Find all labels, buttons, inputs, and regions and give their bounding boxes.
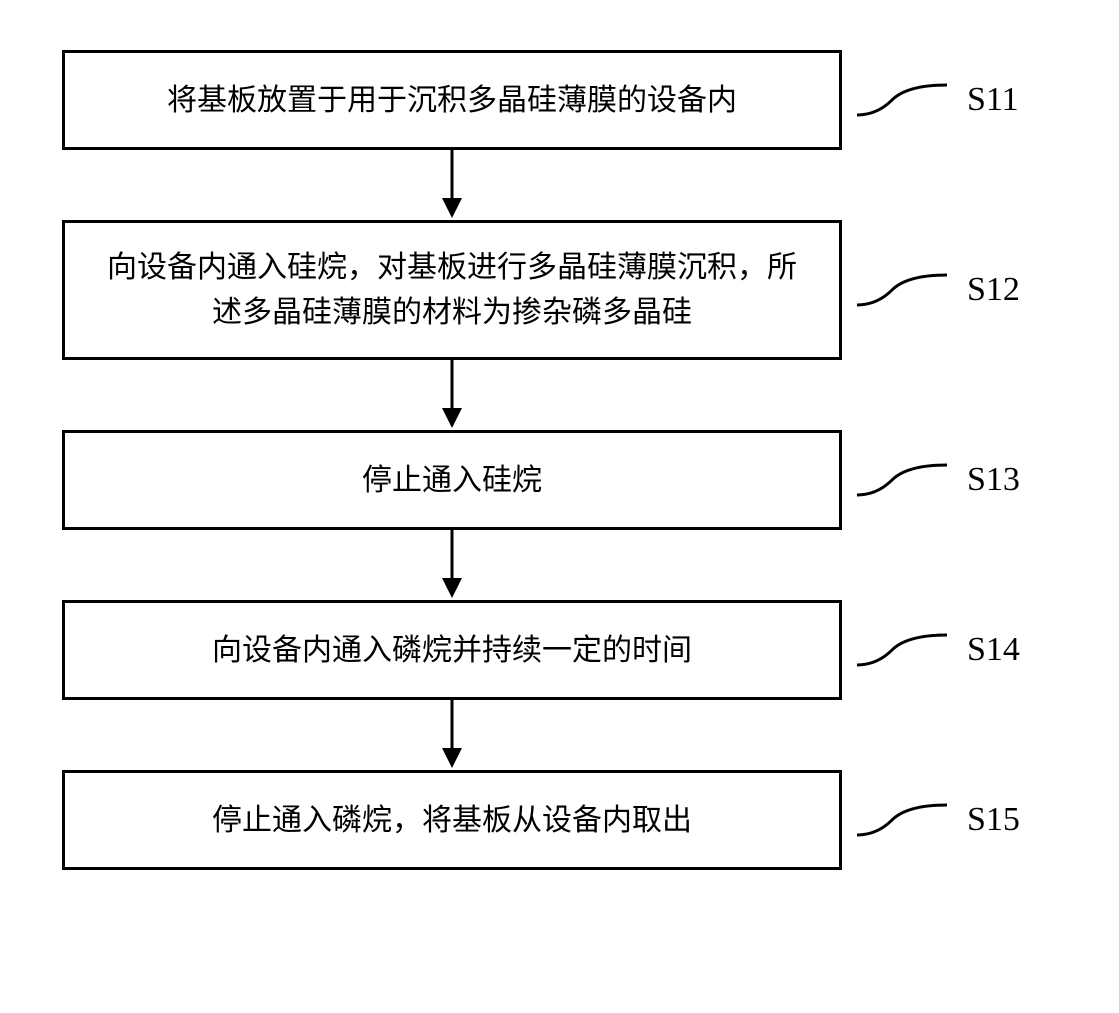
arrow-3: [62, 530, 842, 600]
step-text: 向设备内通入磷烷并持续一定的时间: [212, 628, 692, 673]
step-box-s11: 将基板放置于用于沉积多晶硅薄膜的设备内: [62, 50, 842, 150]
arrow-down-icon: [432, 700, 472, 770]
step-text: 向设备内通入硅烷，对基板进行多晶硅薄膜沉积，所述多晶硅薄膜的材料为掺杂磷多晶硅: [95, 245, 809, 335]
arrow-down-icon: [432, 150, 472, 220]
step-box-s15: 停止通入磷烷，将基板从设备内取出: [62, 770, 842, 870]
step-text: 停止通入硅烷: [362, 458, 542, 503]
connector-line-icon: [857, 460, 947, 500]
step-row-3: 停止通入硅烷 S13: [40, 430, 1079, 530]
connector-line-icon: [857, 270, 947, 310]
step-row-4: 向设备内通入磷烷并持续一定的时间 S14: [40, 600, 1079, 700]
arrow-4: [62, 700, 842, 770]
connector-s12: S12: [857, 270, 1057, 310]
step-box-s12: 向设备内通入硅烷，对基板进行多晶硅薄膜沉积，所述多晶硅薄膜的材料为掺杂磷多晶硅: [62, 220, 842, 360]
connector-s11: S11: [857, 80, 1057, 120]
step-label: S11: [967, 81, 1019, 119]
step-row-5: 停止通入磷烷，将基板从设备内取出 S15: [40, 770, 1079, 870]
step-box-s13: 停止通入硅烷: [62, 430, 842, 530]
connector-line-icon: [857, 630, 947, 670]
arrow-down-icon: [432, 360, 472, 430]
step-row-1: 将基板放置于用于沉积多晶硅薄膜的设备内 S11: [40, 50, 1079, 150]
arrow-2: [62, 360, 842, 430]
step-text: 将基板放置于用于沉积多晶硅薄膜的设备内: [167, 78, 737, 123]
step-box-s14: 向设备内通入磷烷并持续一定的时间: [62, 600, 842, 700]
flowchart-container: 将基板放置于用于沉积多晶硅薄膜的设备内 S11 向设备内通入硅烷，对基板进行多晶…: [40, 50, 1079, 870]
connector-line-icon: [857, 800, 947, 840]
connector-s14: S14: [857, 630, 1057, 670]
step-row-2: 向设备内通入硅烷，对基板进行多晶硅薄膜沉积，所述多晶硅薄膜的材料为掺杂磷多晶硅 …: [40, 220, 1079, 360]
connector-s15: S15: [857, 800, 1057, 840]
step-text: 停止通入磷烷，将基板从设备内取出: [212, 798, 692, 843]
connector-line-icon: [857, 80, 947, 120]
arrow-down-icon: [432, 530, 472, 600]
step-label: S15: [967, 801, 1020, 839]
step-label: S13: [967, 461, 1020, 499]
step-label: S12: [967, 271, 1020, 309]
connector-s13: S13: [857, 460, 1057, 500]
arrow-1: [62, 150, 842, 220]
step-label: S14: [967, 631, 1020, 669]
